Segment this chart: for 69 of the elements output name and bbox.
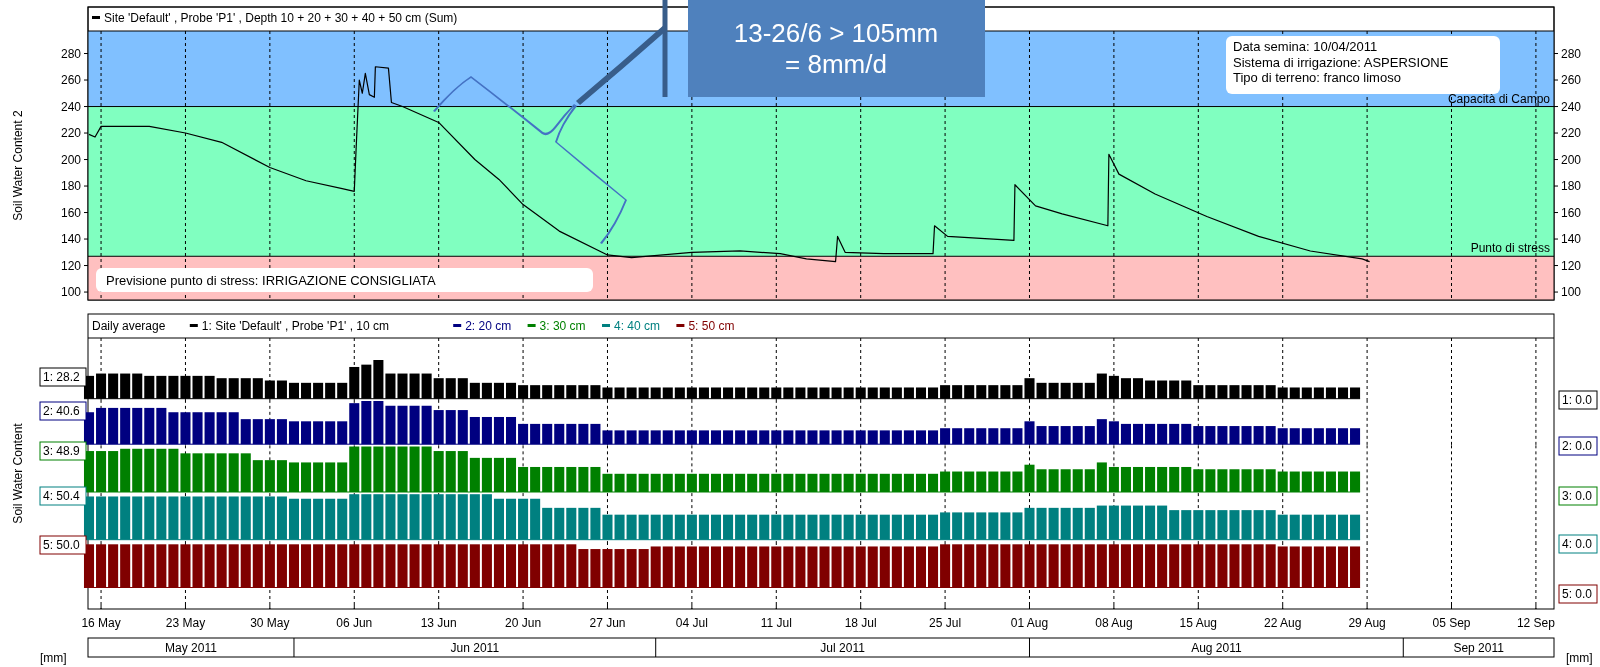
y-tick-label: 180 xyxy=(60,179,82,194)
y2-tick-label: 180 xyxy=(1561,179,1582,194)
text: 4: 0.0 xyxy=(1562,537,1593,551)
text: 5: 50.0 xyxy=(43,538,81,552)
x-tick-label: 22 Aug xyxy=(1264,616,1302,630)
x-tick-label: 05 Sep xyxy=(1432,616,1471,630)
text: Jul 2011 xyxy=(820,641,866,655)
legend-label: Site 'Default' , Probe 'P1' , Depth 10 + 20 + 30 + 40 + 50 cm (Sum) xyxy=(104,11,458,25)
x-tick-label: 20 Jun xyxy=(505,616,542,630)
text: [mm] xyxy=(1566,651,1593,665)
x-tick-label: 25 Jul xyxy=(929,616,962,630)
y2-tick-label: 240 xyxy=(1561,99,1582,114)
x-tick-label: 27 Jun xyxy=(589,616,626,630)
legend-label: 4: 40 cm xyxy=(614,319,661,333)
text: 3: 0.0 xyxy=(1562,489,1593,503)
y-axis-title: Soil Water Content xyxy=(11,422,25,524)
text: 5: 0.0 xyxy=(1562,587,1593,601)
x-tick-label: 29 Aug xyxy=(1348,616,1386,630)
x-tick-label: 01 Aug xyxy=(1010,616,1049,630)
text: [mm] xyxy=(40,651,67,665)
legend-label: 2: 20 cm xyxy=(465,319,512,333)
legend-label: 1: Site 'Default' , Probe 'P1' , 10 cm xyxy=(201,319,390,333)
text: 3: 48.9 xyxy=(43,444,81,458)
text: 1: 28.2 xyxy=(43,370,81,384)
x-tick-label: 04 Jul xyxy=(675,616,708,630)
y-tick-label: 140 xyxy=(60,232,82,247)
text: May 2011 xyxy=(165,641,218,655)
x-tick-label: 18 Jul xyxy=(844,616,877,630)
text: Jun 2011 xyxy=(450,641,500,655)
y2-tick-label: 260 xyxy=(1561,73,1582,88)
y2-tick-label: 120 xyxy=(1561,258,1582,273)
y2-tick-label: 200 xyxy=(1561,152,1582,167)
ref-line-label: Punto di stress xyxy=(1470,241,1550,256)
y2-tick-label: 220 xyxy=(1561,126,1582,141)
y-tick-label: 160 xyxy=(60,205,82,220)
x-tick-label: 30 May xyxy=(250,616,290,630)
text: 2: 0.0 xyxy=(1562,439,1593,453)
y-tick-label: 280 xyxy=(60,46,82,61)
ref-line-label: Capacità di Campo xyxy=(1447,91,1551,106)
x-tick-label: 08 Aug xyxy=(1095,616,1133,630)
y2-tick-label: 280 xyxy=(1561,46,1582,61)
x-tick-label: 15 Aug xyxy=(1179,616,1217,630)
annotation: Data semina: 10/04/2011 Sistema di irrigazione: ASPERSIONE Tipo di terreno: franco limoso xyxy=(1233,39,1449,86)
y-tick-label: 120 xyxy=(60,258,82,273)
legend-title: Daily average xyxy=(92,319,166,333)
text: 4: 50.4 xyxy=(43,489,81,503)
y2-tick-label: 140 xyxy=(1561,232,1582,247)
y-tick-label: 260 xyxy=(60,73,82,88)
annotation: 13-26/6 > 105mm = 8mm/d xyxy=(733,18,939,80)
annotation: Previsione punto di stress: IRRIGAZIONE CONSIGLIATA xyxy=(106,273,436,288)
y2-tick-label: 160 xyxy=(1561,205,1582,220)
y-axis-title: Soil Water Content 2 xyxy=(11,110,25,221)
text: 1: 0.0 xyxy=(1562,393,1593,407)
y-tick-label: 100 xyxy=(60,285,82,300)
text: 2: 40.6 xyxy=(43,404,81,418)
x-tick-label: 16 May xyxy=(81,616,121,630)
legend-label: 3: 30 cm xyxy=(539,319,586,333)
y-tick-label: 220 xyxy=(60,126,82,141)
y2-tick-label: 100 xyxy=(1561,285,1582,300)
x-tick-label: 12 Sep xyxy=(1516,616,1556,630)
x-tick-label: 06 Jun xyxy=(336,616,373,630)
x-tick-label: 11 Jul xyxy=(760,616,792,630)
text: Aug 2011 xyxy=(1191,641,1242,655)
x-tick-label: 23 May xyxy=(165,616,206,630)
x-tick-label: 13 Jun xyxy=(420,616,457,630)
text: Sep 2011 xyxy=(1453,641,1505,655)
y-tick-label: 200 xyxy=(60,152,82,167)
y-tick-label: 240 xyxy=(60,99,82,114)
legend-label: 5: 50 cm xyxy=(688,319,735,333)
